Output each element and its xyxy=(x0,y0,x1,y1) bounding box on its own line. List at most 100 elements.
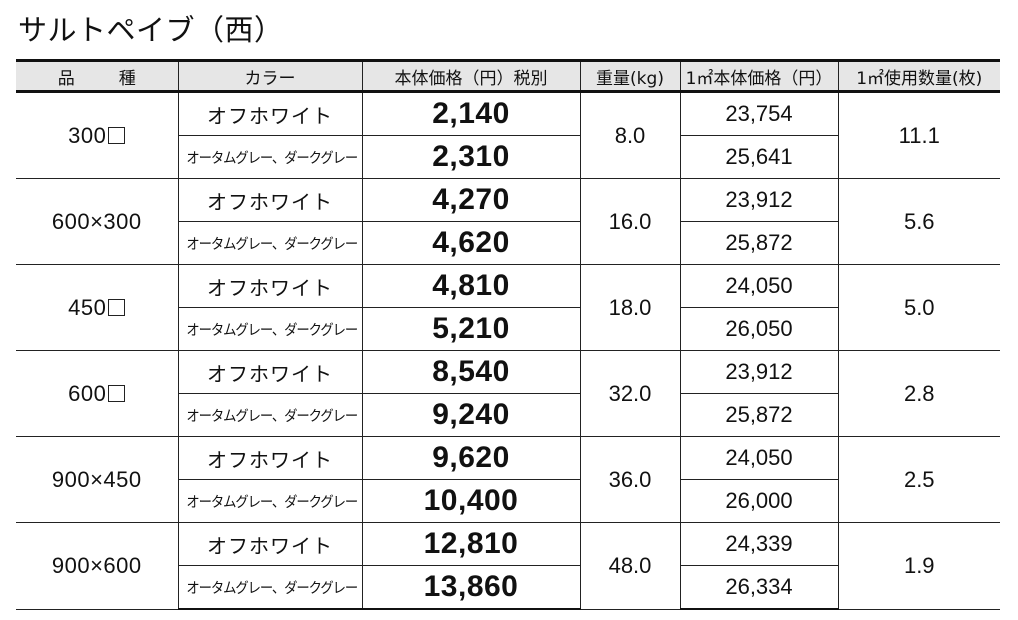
color-name: オフホワイト xyxy=(207,447,333,472)
page-title: サルトペイブ（西） xyxy=(18,13,284,47)
color-name: オフホワイト xyxy=(207,189,333,214)
per-m2-price-value: 23,912 xyxy=(725,359,793,384)
per-m2-price-value: 23,912 xyxy=(725,187,793,212)
square-icon xyxy=(108,126,126,144)
color-cell: オフホワイト xyxy=(177,264,363,308)
price-cell: 9,620 xyxy=(361,436,581,480)
per-m2-count-cell: 1.9 xyxy=(837,522,1000,610)
per-m2-count-value: 2.5 xyxy=(903,466,935,492)
color-cell: オータムグレー、ダークグレー xyxy=(178,565,363,610)
header-hinshu-b: 種 xyxy=(118,68,136,89)
per-m2-price-cell: 24,050 xyxy=(679,436,839,480)
product-size-cell: 900×450 xyxy=(16,436,179,523)
product-size-cell: 450 xyxy=(16,264,179,351)
header-weight: 重量(kg) xyxy=(579,59,681,93)
color-cell: オータムグレー、ダークグレー xyxy=(178,479,363,523)
price-cell: 10,400 xyxy=(361,479,581,523)
price-value: 2,310 xyxy=(432,140,510,173)
price-value: 12,810 xyxy=(423,527,519,560)
per-m2-count-value: 5.6 xyxy=(903,208,935,234)
weight-value: 16.0 xyxy=(608,208,652,234)
per-m2-count-cell: 2.5 xyxy=(837,436,1000,523)
per-m2-price-cell: 25,872 xyxy=(679,221,839,265)
weight-cell: 18.0 xyxy=(579,264,681,351)
per-m2-price-value: 24,339 xyxy=(725,531,793,556)
per-m2-count-value: 2.8 xyxy=(903,380,935,406)
color-name: オフホワイト xyxy=(207,275,333,300)
per-m2-price-cell: 23,912 xyxy=(679,350,839,394)
price-cell: 9,240 xyxy=(361,393,581,437)
weight-cell: 36.0 xyxy=(579,436,681,523)
price-cell: 4,620 xyxy=(361,221,581,265)
price-cell: 8,540 xyxy=(361,350,581,394)
color-name: オータムグレー、ダークグレー xyxy=(185,236,358,253)
price-value: 13,860 xyxy=(423,570,519,603)
color-cell: オータムグレー、ダークグレー xyxy=(178,135,363,179)
weight-value: 48.0 xyxy=(608,552,652,578)
product-size-cell: 900×600 xyxy=(16,522,179,610)
color-cell: オフホワイト xyxy=(177,436,363,480)
per-m2-price-value: 25,872 xyxy=(725,402,793,427)
weight-value: 8.0 xyxy=(614,122,646,148)
per-m2-price-cell: 25,872 xyxy=(679,393,839,437)
price-value: 10,400 xyxy=(423,484,519,517)
per-m2-price-cell: 24,050 xyxy=(679,264,839,308)
header-hinshu-a: 品 xyxy=(57,68,75,89)
color-name: オフホワイト xyxy=(207,103,333,128)
square-icon xyxy=(108,298,126,316)
price-value: 4,620 xyxy=(432,226,510,259)
product-size: 600 xyxy=(68,380,107,406)
weight-cell: 32.0 xyxy=(579,350,681,437)
weight-cell: 8.0 xyxy=(579,91,681,179)
color-cell: オータムグレー、ダークグレー xyxy=(178,307,363,351)
color-name: オフホワイト xyxy=(207,533,333,558)
color-name: オータムグレー、ダークグレー xyxy=(185,322,358,339)
color-cell: オータムグレー、ダークグレー xyxy=(178,221,363,265)
per-m2-count-cell: 11.1 xyxy=(837,91,1000,179)
per-m2-price-value: 23,754 xyxy=(725,101,793,126)
product-size-cell: 600 xyxy=(16,350,179,437)
price-cell: 2,310 xyxy=(361,135,581,179)
per-m2-count-cell: 5.0 xyxy=(837,264,1000,351)
table-row: 450 オフホワイト 4,810 18.0 24,050 5.0 xyxy=(16,264,1000,351)
per-m2-price-value: 25,641 xyxy=(725,144,793,169)
color-cell: オータムグレー、ダークグレー xyxy=(178,393,363,437)
per-m2-count-cell: 5.6 xyxy=(837,178,1000,265)
table-row: オータムグレー、ダークグレー 13,860 26,334 xyxy=(16,565,1000,610)
color-cell: オフホワイト xyxy=(177,91,363,136)
per-m2-count-value: 5.0 xyxy=(903,294,935,320)
color-cell: オフホワイト xyxy=(177,522,363,566)
color-name: オータムグレー、ダークグレー xyxy=(185,150,358,167)
price-value: 2,140 xyxy=(432,97,510,130)
header-price: 本体価格（円）税別 xyxy=(361,59,581,93)
per-m2-count-value: 11.1 xyxy=(898,122,940,148)
product-size: 300 xyxy=(68,122,107,148)
header-color: カラー xyxy=(177,59,363,93)
per-m2-price-cell: 26,000 xyxy=(679,479,839,523)
color-name: オフホワイト xyxy=(207,361,333,386)
price-table: 品種 カラー 本体価格（円）税別 重量(kg) 1㎡本体価格（円） 1㎡使用数量… xyxy=(16,59,1000,610)
color-cell: オフホワイト xyxy=(177,350,363,394)
per-m2-price-cell: 25,641 xyxy=(679,135,839,179)
table-row: 600 オフホワイト 8,540 32.0 23,912 2.8 xyxy=(16,350,1000,437)
price-value: 4,810 xyxy=(432,269,510,302)
weight-cell: 16.0 xyxy=(579,178,681,265)
price-value: 9,620 xyxy=(432,441,510,474)
color-name: オータムグレー、ダークグレー xyxy=(185,494,358,511)
table-row: オータムグレー、ダークグレー 4,620 25,872 xyxy=(16,221,1000,265)
weight-value: 32.0 xyxy=(608,380,652,406)
header-per-m2-count: 1㎡使用数量(枚) xyxy=(837,59,1000,93)
price-value: 5,210 xyxy=(432,312,510,345)
per-m2-price-value: 24,050 xyxy=(725,445,793,470)
per-m2-price-cell: 26,050 xyxy=(679,307,839,351)
table-row: オータムグレー、ダークグレー 10,400 26,000 xyxy=(16,479,1000,523)
price-cell: 4,810 xyxy=(361,264,581,308)
table-row: オータムグレー、ダークグレー 9,240 25,872 xyxy=(16,393,1000,437)
per-m2-price-cell: 26,334 xyxy=(679,565,839,610)
weight-cell: 48.0 xyxy=(579,522,681,610)
weight-value: 18.0 xyxy=(608,294,652,320)
header-row: 品種 カラー 本体価格（円）税別 重量(kg) 1㎡本体価格（円） 1㎡使用数量… xyxy=(16,59,1000,93)
product-size: 450 xyxy=(68,294,107,320)
weight-value: 36.0 xyxy=(608,466,652,492)
per-m2-price-value: 26,000 xyxy=(725,488,793,513)
